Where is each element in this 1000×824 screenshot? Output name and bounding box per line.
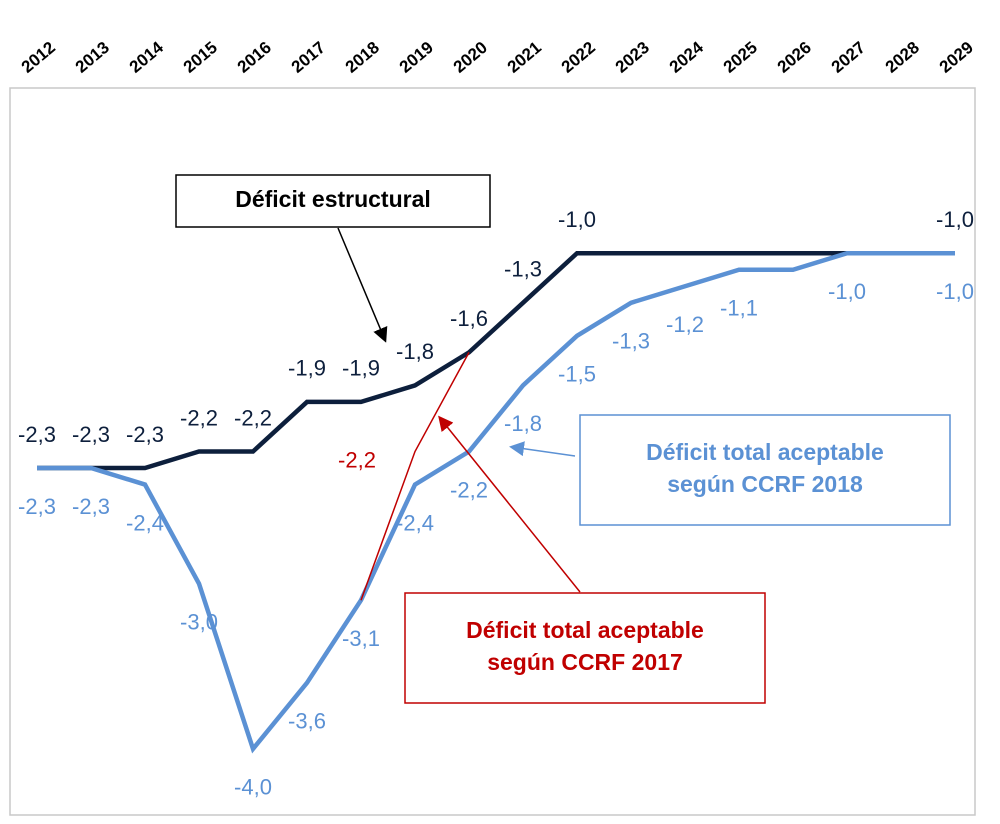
data-label: -3,1: [342, 626, 380, 651]
data-label: -1,0: [558, 207, 596, 232]
x-tick-label: 2024: [666, 37, 708, 76]
annotation-arrow: [438, 415, 581, 593]
series-line: [360, 352, 470, 601]
annotation-text: según CCRF 2018: [667, 471, 863, 497]
data-label: -1,6: [450, 306, 488, 331]
annotation-box: [579, 414, 951, 526]
data-label: -2,2: [338, 447, 376, 472]
data-label: -1,0: [936, 279, 974, 304]
data-label: -2,4: [396, 510, 434, 535]
data-label: -2,3: [18, 422, 56, 447]
annotation-text: Déficit total aceptable: [466, 617, 704, 643]
data-label: -3,0: [180, 609, 218, 634]
series-line: [37, 250, 955, 754]
annotation-arrow: [337, 227, 388, 343]
data-label: -2,2: [234, 405, 272, 430]
data-label: -2,3: [126, 422, 164, 447]
x-tick-label: 2017: [288, 38, 329, 77]
data-label: -1,3: [504, 257, 542, 282]
x-tick-label: 2016: [234, 38, 275, 77]
data-label: -3,6: [288, 709, 326, 734]
annotation-text: según CCRF 2017: [487, 649, 683, 675]
annotation-text: Déficit estructural: [235, 186, 431, 212]
plot-area: [9, 87, 976, 816]
data-label: -1,3: [612, 329, 650, 354]
x-tick-label: 2028: [882, 38, 923, 77]
x-tick-label: 2013: [72, 38, 113, 77]
data-label: -1,8: [396, 339, 434, 364]
x-tick-label: 2019: [396, 38, 437, 77]
data-label: -1,9: [288, 356, 326, 381]
data-label: -2,2: [450, 477, 488, 502]
data-label: -1,8: [504, 411, 542, 436]
x-tick-label: 2018: [342, 38, 383, 77]
series-line: [37, 250, 955, 471]
data-label: -4,0: [234, 775, 272, 800]
x-tick-label: 2015: [180, 38, 221, 77]
x-tick-label: 2027: [828, 38, 869, 77]
data-label: -1,5: [558, 362, 596, 387]
data-label: -1,0: [828, 279, 866, 304]
x-tick-label: 2023: [612, 38, 653, 77]
x-tick-label: 2021: [504, 38, 545, 77]
x-tick-label: 2022: [558, 38, 599, 77]
data-label: -2,3: [72, 494, 110, 519]
x-tick-label: 2029: [936, 38, 977, 77]
annotation-box: [175, 174, 491, 228]
data-label: -1,9: [342, 356, 380, 381]
x-tick-label: 2026: [774, 38, 815, 77]
annotation-arrow: [509, 441, 576, 457]
annotation-text: Déficit total aceptable: [646, 439, 884, 465]
data-label: -2,4: [126, 510, 164, 535]
data-label: -1,1: [720, 296, 758, 321]
data-label: -2,2: [180, 405, 218, 430]
x-tick-label: 2020: [450, 38, 491, 77]
x-tick-label: 2025: [720, 38, 761, 77]
annotation-box: [404, 592, 766, 704]
data-label: -2,3: [72, 422, 110, 447]
x-tick-label: 2014: [126, 37, 168, 76]
data-label: -2,3: [18, 494, 56, 519]
data-label: -1,2: [666, 312, 704, 337]
x-tick-label: 2012: [18, 38, 59, 77]
data-label: -1,0: [936, 207, 974, 232]
